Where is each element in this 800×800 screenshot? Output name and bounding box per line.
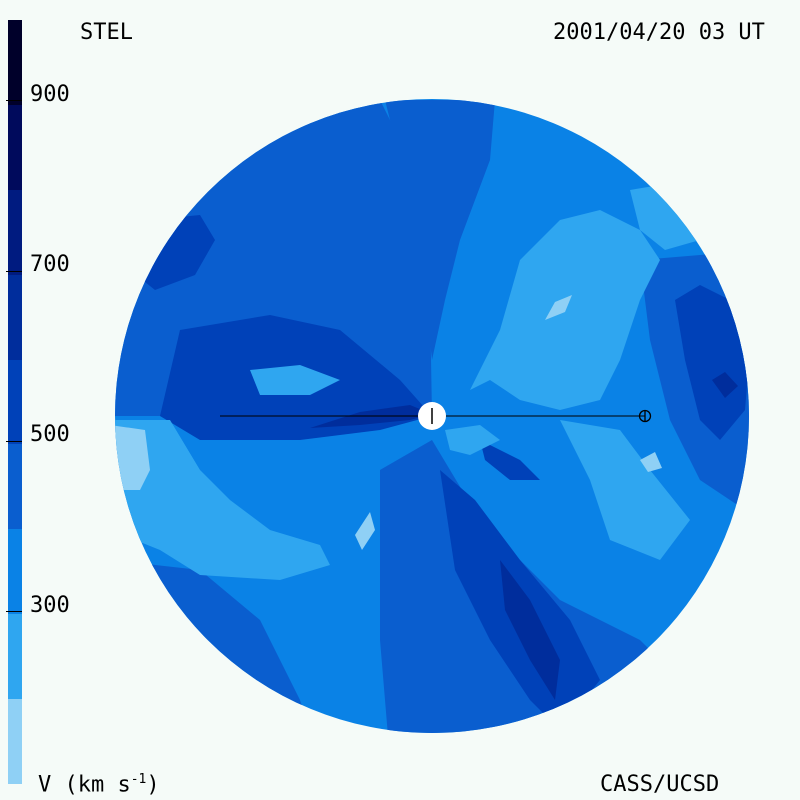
contour-300-east-strip [560,420,690,560]
colorbar-segment-200 [8,699,22,785]
colorbar-segment-500 [8,444,22,530]
colorbar-tick-700 [6,271,22,272]
colorbar-label-900: 900 [30,82,70,107]
contour-200-southwest [355,512,375,550]
contour-200-northeast [545,295,572,320]
velocity-colorbar [8,20,22,785]
quantity-label-text: V (km s [38,772,131,798]
map-title: STEL [80,20,133,45]
contour-600-east [675,285,749,440]
colorbar-label-500: 500 [30,422,70,447]
quantity-exponent: -1 [130,772,147,787]
colorbar-segment-800 [8,189,22,276]
colorbar-segment-600 [8,359,22,445]
quantity-label: V (km s-1) [38,772,160,797]
contour-300-northeast-corner [630,185,700,250]
contour-700-east-core [712,372,738,398]
colorbar-label-700: 700 [30,252,70,277]
contour-200-west [115,425,150,490]
contour-500-north [385,100,495,360]
credit-label: CASS/UCSD [600,772,720,797]
contour-200-east [640,452,662,472]
contour-600-southeast-blob [480,440,540,480]
colorbar-tick-900 [6,100,22,101]
colorbar-segment-1000 [8,20,22,106]
contour-300-center-east [445,425,500,455]
contour-300-center-west [250,365,340,395]
contour-700-south-streak [500,560,560,700]
earth-icon [638,409,652,423]
colorbar-tick-500 [6,441,22,442]
quantity-label-close: ) [146,772,160,798]
timestamp: 2001/04/20 03 UT [553,20,765,45]
colorbar-label-300: 300 [30,593,70,618]
colorbar-segment-300 [8,614,22,700]
colorbar-tick-300 [6,611,22,612]
contour-300-west [115,420,330,580]
colorbar-segment-900 [8,104,22,191]
colorbar-segment-700 [8,274,22,361]
colorbar-segment-400 [8,529,22,615]
